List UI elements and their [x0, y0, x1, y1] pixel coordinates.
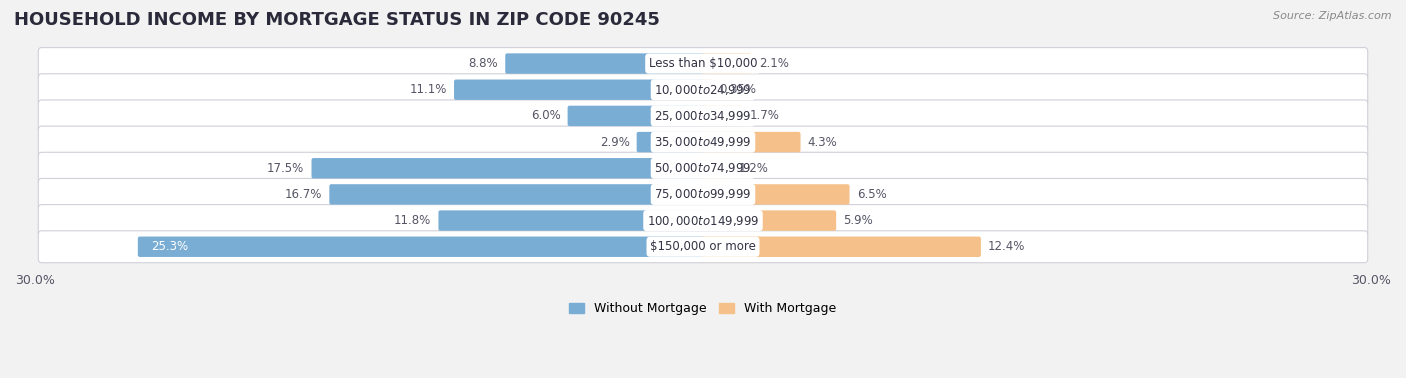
Text: 25.3%: 25.3% [150, 240, 188, 253]
FancyBboxPatch shape [702, 184, 849, 204]
Text: 12.4%: 12.4% [988, 240, 1025, 253]
Text: 1.7%: 1.7% [749, 109, 780, 122]
FancyBboxPatch shape [38, 126, 1368, 158]
FancyBboxPatch shape [138, 237, 704, 257]
FancyBboxPatch shape [38, 48, 1368, 79]
Text: $75,000 to $99,999: $75,000 to $99,999 [654, 187, 752, 201]
Text: $50,000 to $74,999: $50,000 to $74,999 [654, 161, 752, 175]
Text: $150,000 or more: $150,000 or more [650, 240, 756, 253]
Text: 4.3%: 4.3% [807, 136, 838, 149]
FancyBboxPatch shape [38, 100, 1368, 132]
Text: 1.2%: 1.2% [738, 162, 769, 175]
Text: 11.8%: 11.8% [394, 214, 432, 227]
FancyBboxPatch shape [312, 158, 704, 178]
Text: 6.5%: 6.5% [856, 188, 886, 201]
Text: Source: ZipAtlas.com: Source: ZipAtlas.com [1274, 11, 1392, 21]
Text: HOUSEHOLD INCOME BY MORTGAGE STATUS IN ZIP CODE 90245: HOUSEHOLD INCOME BY MORTGAGE STATUS IN Z… [14, 11, 659, 29]
FancyBboxPatch shape [702, 79, 713, 100]
FancyBboxPatch shape [505, 53, 704, 74]
FancyBboxPatch shape [38, 178, 1368, 211]
Legend: Without Mortgage, With Mortgage: Without Mortgage, With Mortgage [564, 297, 842, 321]
FancyBboxPatch shape [38, 152, 1368, 184]
Text: $100,000 to $149,999: $100,000 to $149,999 [647, 214, 759, 228]
Text: 2.9%: 2.9% [599, 136, 630, 149]
FancyBboxPatch shape [702, 158, 731, 178]
FancyBboxPatch shape [702, 106, 742, 126]
FancyBboxPatch shape [439, 211, 704, 231]
FancyBboxPatch shape [454, 79, 704, 100]
FancyBboxPatch shape [568, 106, 704, 126]
FancyBboxPatch shape [702, 211, 837, 231]
FancyBboxPatch shape [702, 53, 752, 74]
FancyBboxPatch shape [38, 231, 1368, 263]
FancyBboxPatch shape [702, 237, 981, 257]
Text: $35,000 to $49,999: $35,000 to $49,999 [654, 135, 752, 149]
Text: 2.1%: 2.1% [759, 57, 789, 70]
Text: $25,000 to $34,999: $25,000 to $34,999 [654, 109, 752, 123]
Text: $10,000 to $24,999: $10,000 to $24,999 [654, 83, 752, 97]
Text: 16.7%: 16.7% [285, 188, 322, 201]
FancyBboxPatch shape [329, 184, 704, 204]
FancyBboxPatch shape [637, 132, 704, 152]
FancyBboxPatch shape [38, 204, 1368, 237]
Text: Less than $10,000: Less than $10,000 [648, 57, 758, 70]
Text: 11.1%: 11.1% [409, 83, 447, 96]
Text: 5.9%: 5.9% [844, 214, 873, 227]
Text: 6.0%: 6.0% [530, 109, 561, 122]
Text: 0.35%: 0.35% [720, 83, 756, 96]
FancyBboxPatch shape [702, 132, 800, 152]
Text: 17.5%: 17.5% [267, 162, 304, 175]
FancyBboxPatch shape [38, 74, 1368, 106]
Text: 8.8%: 8.8% [468, 57, 498, 70]
